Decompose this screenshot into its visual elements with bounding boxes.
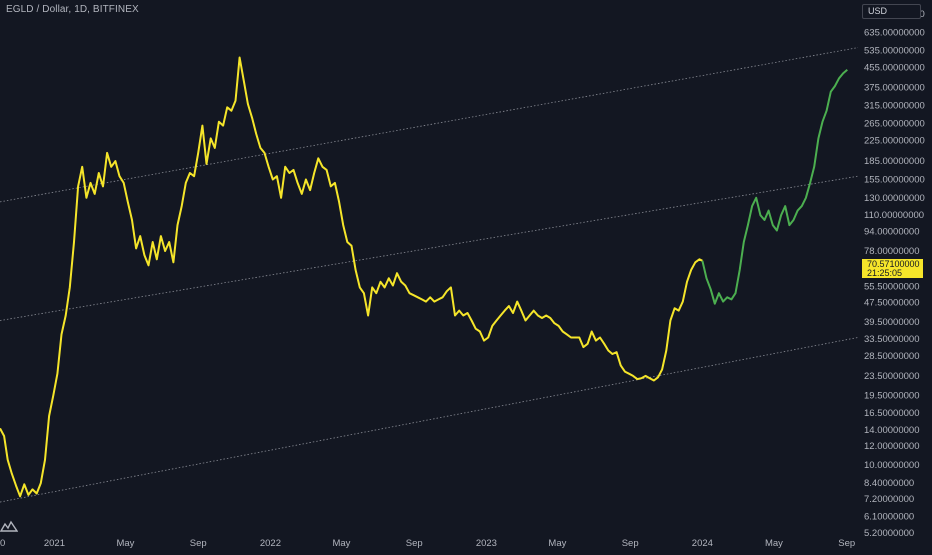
y-tick-label: 8.40000000 [864, 478, 914, 489]
tradingview-logo-icon[interactable] [0, 519, 18, 533]
channel-line-2 [0, 175, 859, 321]
price-line-1 [0, 56, 703, 498]
price-line-2 [701, 68, 848, 305]
channel-lines [0, 47, 859, 503]
y-tick-label: 130.00000000 [864, 193, 925, 204]
x-tick-label: Sep [622, 538, 639, 549]
y-tick-label: 535.00000000 [864, 45, 925, 56]
y-tick-label: 455.00000000 [864, 62, 925, 73]
x-tick-label: 2024 [692, 538, 713, 549]
x-tick-label: Sep [406, 538, 423, 549]
x-tick-label: 2022 [260, 538, 281, 549]
x-tick-label: 2023 [476, 538, 497, 549]
y-tick-label: 55.50000000 [864, 281, 919, 292]
y-tick-label: 225.00000000 [864, 136, 925, 147]
y-tick-label: 28.50000000 [864, 351, 919, 362]
x-tick-label: May [765, 538, 783, 549]
channel-line-1 [0, 337, 859, 503]
y-tick-label: 375.00000000 [864, 82, 925, 93]
x-tick-label: May [116, 538, 134, 549]
bar-countdown: 21:25:05 [867, 268, 903, 278]
y-tick-label: 155.00000000 [864, 174, 925, 185]
y-tick-label: 635.00000000 [864, 28, 925, 39]
y-tick-label: 110.00000000 [864, 210, 924, 221]
last-price-tag: 70.57100000 21:25:05 [862, 259, 923, 278]
price-series [0, 56, 848, 498]
currency-selector[interactable]: USD [862, 4, 921, 19]
y-tick-label: 12.00000000 [864, 441, 919, 452]
x-tick-label: Sep [838, 538, 855, 549]
y-tick-label: 5.20000000 [864, 528, 914, 539]
y-tick-label: 16.50000000 [864, 408, 919, 419]
x-tick-label: 10 [0, 538, 5, 549]
y-tick-label: 265.00000000 [864, 119, 925, 130]
last-price-value: 70.57100000 [867, 259, 920, 269]
y-tick-label: 7.20000000 [864, 494, 914, 505]
x-tick-label: 2021 [44, 538, 65, 549]
y-tick-label: 47.50000000 [864, 298, 919, 309]
x-tick-label: Sep [190, 538, 207, 549]
y-tick-label: 39.50000000 [864, 317, 919, 328]
x-tick-label: May [548, 538, 566, 549]
time-axis[interactable]: 10 2021 May Sep 2022 May Sep 2023 May Sep 2024 May S… [0, 538, 855, 549]
y-tick-label: 315.00000000 [864, 101, 925, 112]
y-tick-label: 78.00000000 [864, 246, 919, 257]
x-tick-label: May [332, 538, 350, 549]
y-tick-label: 23.50000000 [864, 371, 919, 382]
y-tick-label: 33.50000000 [864, 334, 919, 345]
y-tick-label: 94.00000000 [864, 227, 919, 238]
y-tick-label: 14.00000000 [864, 425, 919, 436]
y-tick-label: 6.10000000 [864, 511, 914, 522]
y-tick-label: 19.50000000 [864, 390, 919, 401]
price-axis[interactable]: 760.00000000635.00000000535.00000000455.… [864, 9, 925, 539]
y-tick-label: 185.00000000 [864, 156, 925, 167]
y-tick-label: 10.00000000 [864, 460, 919, 471]
symbol-title: EGLD / Dollar, 1D, BITFINEX [6, 4, 139, 15]
